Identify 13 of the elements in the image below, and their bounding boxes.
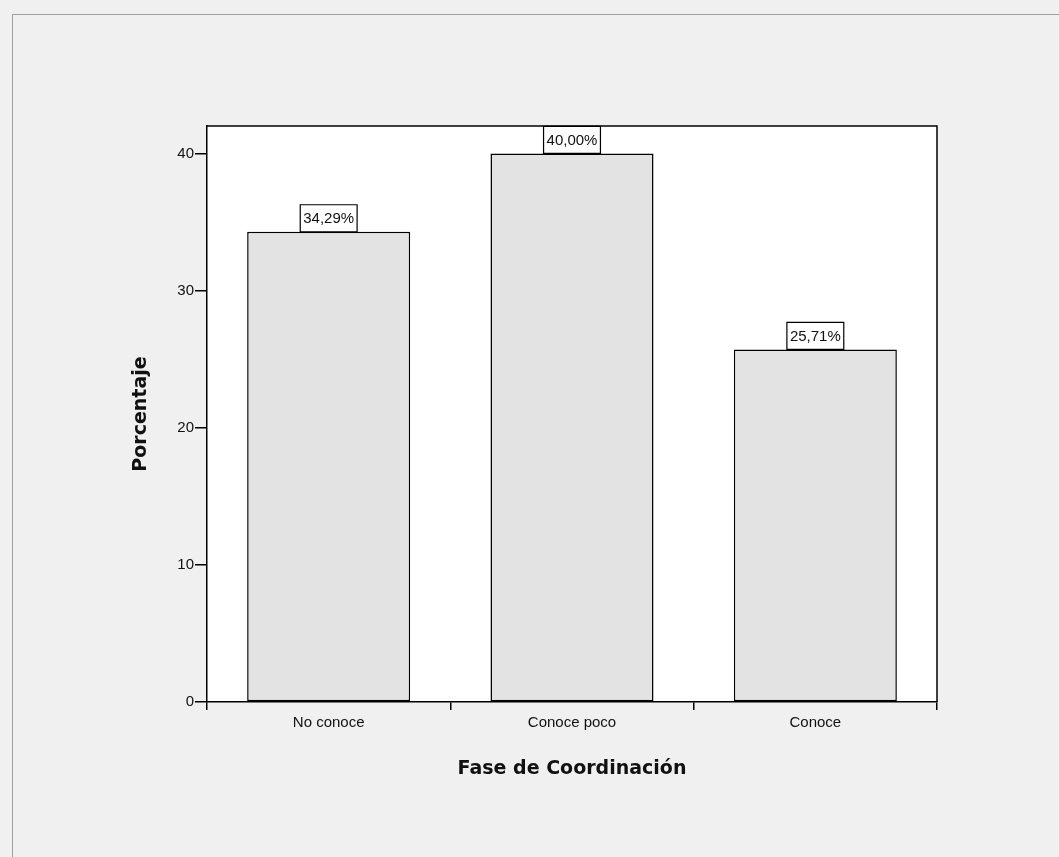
x-tick-label: No conoce	[292, 713, 365, 731]
y-tick-label: 40	[177, 143, 194, 161]
y-tick-label: 30	[177, 280, 194, 298]
data-label: 34,29%	[303, 209, 355, 227]
data-label: 25,71%	[789, 327, 841, 345]
y-tick-label: 0	[185, 692, 194, 710]
y-axis-title: Porcentaje	[128, 356, 151, 472]
y-tick-label: 10	[177, 555, 194, 572]
x-tick-label: Conoce	[789, 713, 842, 731]
x-tick-label: Conoce poco	[527, 713, 617, 731]
x-axis-title: Fase de Coordinación	[457, 755, 687, 778]
y-tick-label: 20	[177, 417, 194, 435]
data-label: 40,00%	[546, 131, 598, 149]
